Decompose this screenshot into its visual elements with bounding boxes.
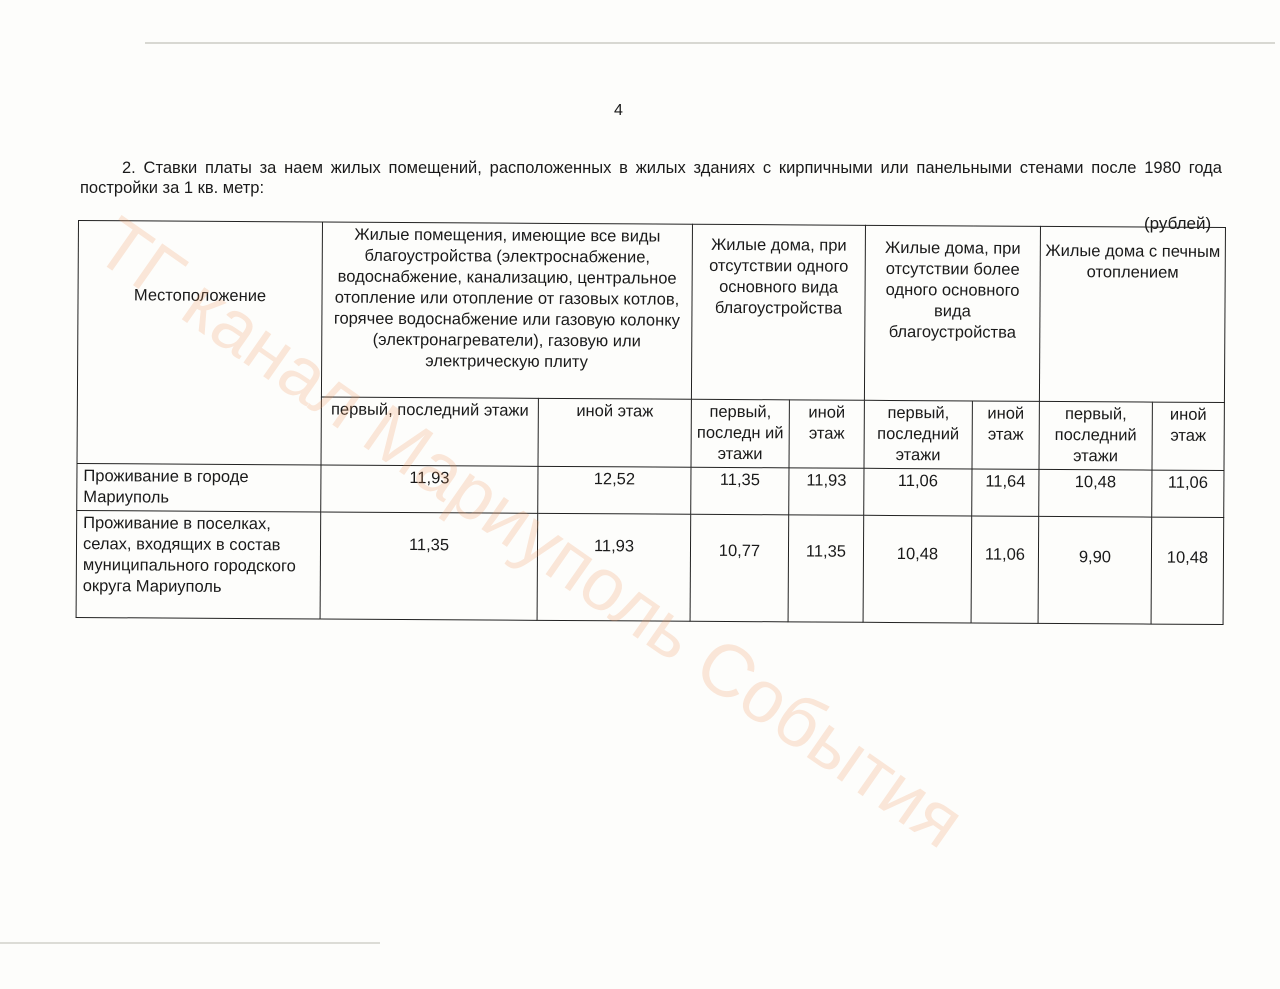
subheader: первый, последний этажи <box>321 396 539 467</box>
subheader: иной этаж <box>538 398 692 468</box>
value-cell: 11,06 <box>971 515 1039 624</box>
group-header: Жилые дома, при отсутствии более одного … <box>864 225 1041 402</box>
table-row: Проживание в городе Мариуполь 11,93 12,5… <box>76 463 1224 518</box>
value-cell: 11,35 <box>320 511 538 621</box>
value-cell: 11,93 <box>537 513 691 622</box>
subheader: первый, последний этажи <box>1038 401 1153 471</box>
subheader: иной этаж <box>788 399 865 469</box>
location-header: Местоположение <box>77 220 323 465</box>
group-header: Жилые помещения, имеющие все виды благоу… <box>321 221 693 400</box>
unit-label: (рублей) <box>1144 214 1212 233</box>
value-cell: 11,35 <box>788 514 864 623</box>
value-cell: 11,06 <box>863 468 972 516</box>
subheader: иной этаж <box>971 400 1040 470</box>
group-header: Жилые дома, при отсутствии одного основн… <box>691 224 866 401</box>
value-cell: 11,93 <box>320 464 539 514</box>
value-cell: 11,06 <box>1151 470 1224 518</box>
scan-edge-line <box>145 42 1275 44</box>
group-header: Жилые дома с печным отоплением <box>1039 226 1226 403</box>
value-cell: 11,64 <box>971 468 1039 517</box>
value-cell: 11,93 <box>788 467 864 516</box>
location-cell: Проживание в городе Мариуполь <box>76 463 322 512</box>
rates-table: Местоположение Жилые помещения, имеющие … <box>76 220 1226 625</box>
page-number: 4 <box>614 102 623 119</box>
scan-edge-line <box>0 942 380 944</box>
value-cell: 10,77 <box>690 514 789 622</box>
intro-paragraph: 2. Ставки платы за наем жилых помещений,… <box>80 159 1222 197</box>
location-cell: Проживание в поселках, селах, входящих в… <box>76 510 321 619</box>
subheader: первый, последн ий этажи <box>691 399 790 468</box>
value-cell: 11,35 <box>690 467 789 515</box>
value-cell: 10,48 <box>1151 517 1224 625</box>
value-cell: 12,52 <box>537 466 692 515</box>
value-cell: 9,90 <box>1038 516 1152 625</box>
table-row: Проживание в поселках, селах, входящих в… <box>76 510 1224 625</box>
subheader: иной этаж <box>1151 402 1225 471</box>
value-cell: 10,48 <box>1038 469 1152 518</box>
subheader: первый, последний этажи <box>863 400 973 469</box>
value-cell: 10,48 <box>863 515 972 623</box>
